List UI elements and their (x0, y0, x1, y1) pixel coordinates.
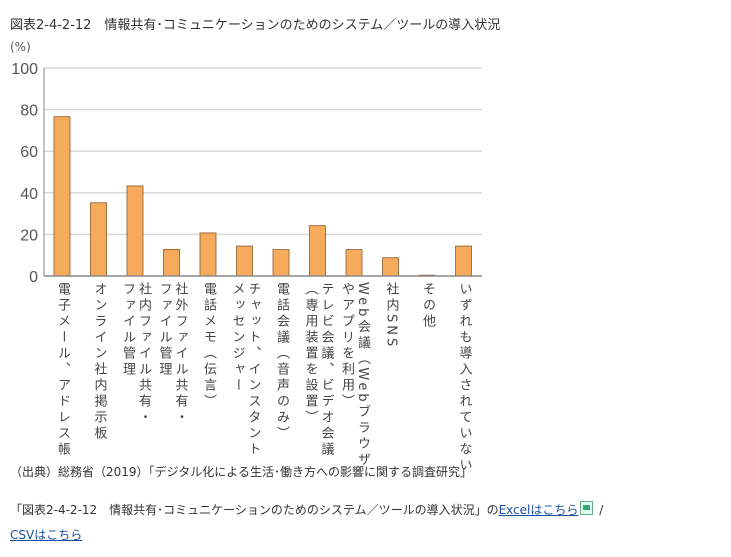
download-prefix: 「図表2-4-2-12 情報共有･コミュニケーションのためのシステム／ツールの導… (10, 503, 499, 517)
bar (382, 257, 399, 277)
x-tick-label: チャット、インスタント メッセンジャー (229, 282, 261, 458)
y-axis-unit: (%) (10, 40, 31, 54)
bar-chart: 0 20 40 60 80 100 (11, 61, 482, 286)
source-note: （出典）総務省（2019）「デジタル化による生活･働き方への影響に関する調査研究… (10, 465, 472, 479)
y-tick-label: 60 (20, 144, 38, 161)
y-tick-label: 0 (29, 269, 38, 286)
bar (90, 202, 107, 277)
bar (455, 245, 472, 277)
x-tick-label: 電話メモ（伝言） (201, 282, 216, 410)
bar (236, 245, 253, 277)
bar (126, 185, 144, 277)
x-tick-label: Web会議（Webブラウザ やアプリを利用） (339, 282, 370, 469)
bar (53, 116, 71, 277)
x-tick-label: 電話会議（音声のみ） (274, 282, 289, 442)
x-tick-label: 社内SNS (383, 282, 399, 350)
y-tick-label: 100 (11, 61, 38, 78)
link-separator: / (595, 503, 604, 517)
x-tick-label: 社外ファイル共有・ ファイル管理 (156, 282, 188, 426)
y-tick-label: 80 (20, 103, 38, 120)
excel-link[interactable]: Excelはこちら (498, 503, 579, 517)
excel-file-icon[interactable] (580, 501, 594, 515)
y-tick-label: 20 (20, 227, 38, 244)
bar (163, 248, 180, 277)
bar (272, 249, 290, 277)
x-tick-label: テレビ会議、ビデオ会議 （専用装置を設置） (302, 282, 334, 458)
download-line: 「図表2-4-2-12 情報共有･コミュニケーションのためのシステム／ツールの導… (10, 501, 603, 518)
bar (345, 249, 363, 277)
x-tick-label: 電子メール、アドレス帳 (55, 282, 70, 458)
csv-link[interactable]: CSVはこちら (10, 528, 83, 542)
x-tick-label: オンライン社内掲示板 (91, 282, 107, 442)
x-tick-label: その他 (420, 282, 435, 330)
bar (199, 232, 217, 277)
chart-title: 図表2-4-2-12 情報共有･コミュニケーションのためのシステム／ツールの導入… (10, 18, 501, 33)
x-tick-label: 社内ファイル共有・ ファイル管理 (120, 282, 151, 426)
bar (309, 225, 326, 277)
x-tick-label: いずれも導入されていない (456, 282, 472, 474)
y-tick-label: 40 (20, 186, 38, 203)
